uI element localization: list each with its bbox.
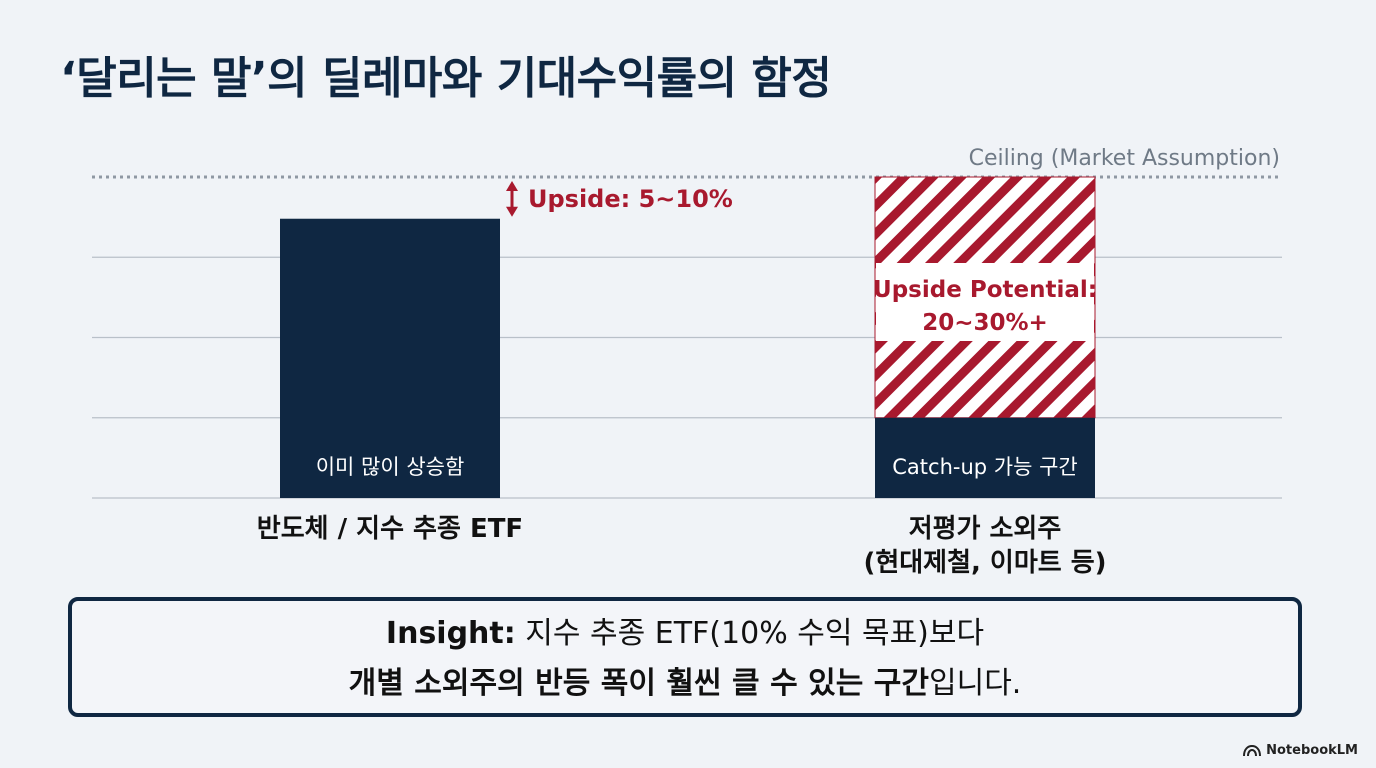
category-label: 저평가 소외주 (현대제철, 이마트 등) [785, 512, 1185, 580]
upside-arrow [506, 181, 518, 217]
insight-text-1: 지수 추종 ETF(10% 수익 목표)보다 [515, 616, 985, 651]
category-label: 반도체 / 지수 추종 ETF [190, 512, 590, 546]
brand-name: NotebookLM [1266, 743, 1358, 758]
insight-text-2-tail: 입니다. [929, 666, 1022, 701]
annotations: Ceiling (Market Assumption) 이미 많이 상승함 Catc… [316, 146, 1280, 479]
insight-line-2: 개별 소외주의 반등 폭이 훨씬 클 수 있는 구간입니다. [72, 659, 1298, 709]
notebooklm-logo-icon [1243, 744, 1262, 756]
bar-label: Catch-up 가능 구간 [892, 455, 1077, 479]
upside-label-box [876, 263, 1094, 341]
category-label-line: 저평가 소외주 [908, 514, 1062, 544]
insight-text-2-bold: 개별 소외주의 반등 폭이 훨씬 클 수 있는 구간 [348, 666, 929, 701]
insight-line-1: Insight: 지수 추종 ETF(10% 수익 목표)보다 [72, 609, 1298, 659]
insight-box: Insight: 지수 추종 ETF(10% 수익 목표)보다 개별 소외주의 … [68, 597, 1302, 717]
page-title: ‘달리는 말’의 딜레마와 기대수익률의 함정 [60, 53, 832, 104]
brand: NotebookLM [1243, 743, 1358, 758]
insight-lead: Insight: [385, 616, 516, 651]
category-label-line: (현대제철, 이마트 등) [863, 548, 1107, 578]
category-label-line: 반도체 / 지수 추종 ETF [256, 514, 524, 544]
upside-label-1: Upside: 5~10% [528, 185, 733, 213]
upside-label-2-line: Upside Potential: [873, 277, 1097, 303]
bar [875, 417, 1095, 498]
bar [280, 218, 500, 499]
ceiling-label: Ceiling (Market Assumption) [969, 146, 1280, 171]
gridlines [92, 175, 1282, 499]
upside-label-2-line: 20~30%+ [922, 310, 1048, 336]
bar-label: 이미 많이 상승함 [316, 455, 465, 479]
